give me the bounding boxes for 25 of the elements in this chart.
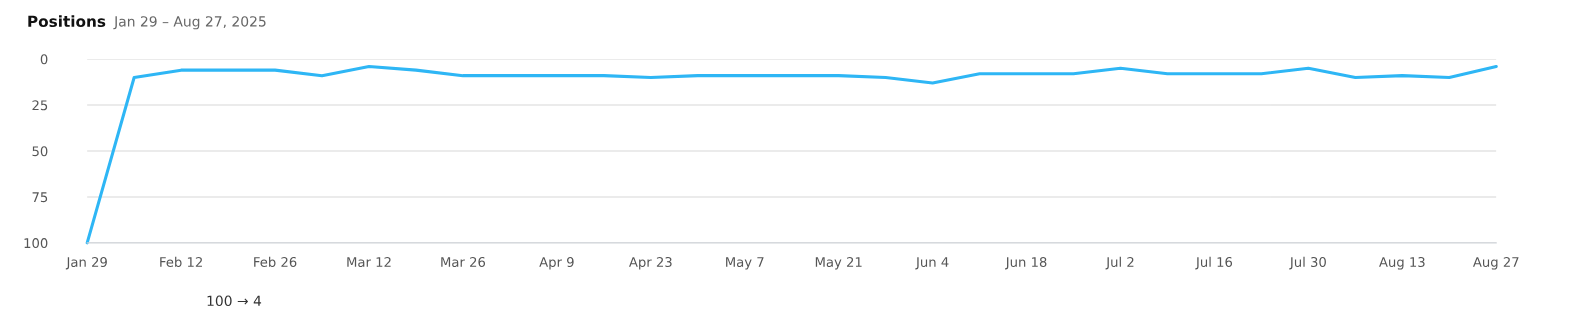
x-tick-label: Jun 4 — [915, 257, 949, 270]
text: 100 → 4 — [207, 295, 262, 307]
y-tick-label: 50 — [32, 146, 48, 157]
x-tick-label: Feb 26 — [254, 256, 297, 267]
x-tick-label: Feb 12 — [160, 256, 202, 267]
x-tick-label: Mar 12 — [347, 257, 391, 267]
x-tick-label: Jul 30 — [1289, 256, 1326, 270]
x-tick-label: Jun 18 — [1005, 257, 1047, 270]
x-tick-label: May 7 — [726, 257, 764, 270]
line-series — [85, 64, 1498, 245]
x-tick-label: Jan 29 — [65, 257, 107, 270]
y-tick-label: 100 — [24, 238, 48, 249]
x-tick-label: May 21 — [815, 257, 862, 270]
x-tick-label: Mar 26 — [441, 257, 486, 267]
x-tick-label: Jul 2 — [1105, 256, 1134, 270]
x-tick-label: Jul 16 — [1195, 256, 1233, 270]
x-tick-label: Apr 9 — [539, 257, 574, 270]
chart-title: Positions — [28, 15, 106, 28]
x-tick-label: Apr 23 — [629, 257, 672, 270]
x-tick-label: Aug 27 — [1472, 257, 1519, 270]
y-tick-label: 75 — [32, 192, 48, 203]
y-tick-label: 25 — [32, 100, 48, 111]
x-tick-label: Aug 13 — [1379, 257, 1425, 270]
y-tick-label: 0 — [40, 54, 48, 65]
chart-subtitle: Jan 29 – Aug 27, 2025 — [113, 16, 266, 30]
